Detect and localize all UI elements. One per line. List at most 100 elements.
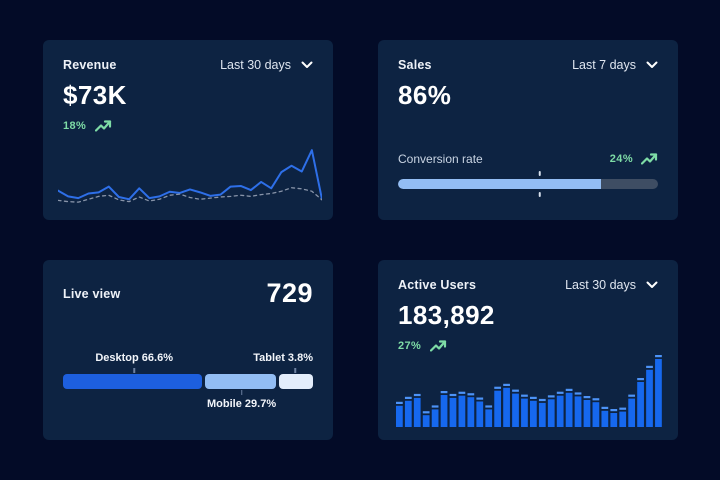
bar-cap (431, 405, 439, 408)
bar (646, 369, 653, 427)
revenue-line-chart (58, 141, 322, 207)
bar (494, 390, 502, 427)
bar-cap (592, 398, 600, 401)
bar (458, 395, 466, 427)
bar (422, 415, 430, 427)
bar-cap (655, 355, 662, 358)
bar-cap (538, 398, 546, 402)
bar (565, 392, 573, 427)
bar (503, 387, 510, 427)
active-users-period-label: Last 30 days (565, 278, 636, 292)
bar-cap (396, 401, 403, 404)
bar-cap (547, 395, 555, 398)
bar-cap (628, 394, 636, 397)
active-users-card-header: Active Users Last 30 days (398, 278, 658, 292)
bar (610, 413, 618, 427)
sales-title: Sales (398, 58, 432, 72)
bar (547, 399, 555, 427)
live-view-header: Live view 729 (63, 278, 313, 309)
bar (556, 395, 564, 427)
bar (601, 410, 609, 427)
live-view-title: Live view (63, 286, 121, 301)
active-users-delta-label: 27% (398, 340, 422, 353)
chevron-down-icon (646, 61, 658, 68)
bar-cap (404, 396, 412, 399)
bar-cap (619, 407, 627, 410)
sales-period-label: Last 7 days (572, 58, 636, 72)
bar (476, 401, 484, 427)
bar-cap (449, 393, 457, 397)
device-segment-desktop (63, 374, 202, 389)
revenue-series-previous (58, 188, 322, 202)
active-users-title: Active Users (398, 278, 477, 292)
live-view-chart: Desktop 66.6% Tablet 3.8% Mobile 29.7% (63, 352, 313, 410)
trend-up-icon (95, 120, 112, 132)
bar (431, 409, 439, 427)
bar-cap (485, 405, 493, 408)
live-view-card: Live view 729 Desktop 66.6% Tablet 3.8% M… (43, 260, 333, 440)
revenue-period-label: Last 30 days (220, 58, 291, 72)
device-label-mobile: Mobile 29.7% (207, 398, 277, 410)
bar (637, 382, 644, 427)
revenue-delta-label: 18% (63, 120, 87, 133)
bar (440, 395, 448, 427)
conversion-rate-row: Conversion rate 24% (398, 152, 658, 166)
bar-cap (440, 391, 448, 394)
bar (574, 396, 582, 427)
sales-period-selector[interactable]: Last 7 days (572, 58, 658, 72)
device-labels-bottom: Mobile 29.7% (63, 396, 313, 410)
conversion-progress-bar (398, 179, 658, 189)
device-ticks-bottom (63, 389, 313, 396)
bar (404, 400, 412, 427)
bar-cap (601, 406, 609, 409)
bar-cap (565, 388, 573, 391)
device-label-desktop: Desktop 66.6% (95, 352, 173, 364)
device-segment-tablet (278, 374, 313, 389)
bar (538, 402, 546, 427)
bar-cap (476, 397, 484, 400)
revenue-title: Revenue (63, 58, 117, 72)
revenue-card-header: Revenue Last 30 days (63, 58, 313, 72)
active-users-bar-chart (396, 355, 662, 427)
bar (592, 402, 600, 427)
bar (512, 393, 519, 427)
trend-up-icon (641, 153, 658, 165)
bar-cap (574, 392, 582, 395)
revenue-series-current (58, 150, 322, 199)
bar (530, 400, 537, 427)
device-segment-mobile (204, 374, 276, 389)
device-tick-desktop (133, 368, 135, 373)
bar-cap (422, 411, 430, 414)
conversion-rate-label: Conversion rate (398, 152, 483, 166)
sales-card: Sales Last 7 days 86% Conversion rate 24… (378, 40, 678, 220)
bar (619, 411, 627, 427)
bar (655, 359, 662, 427)
conversion-progress (398, 171, 658, 197)
bar-cap (413, 393, 421, 397)
bar (583, 400, 591, 427)
bar (449, 397, 457, 427)
trend-up-icon (430, 340, 447, 352)
active-users-value: 183,892 (398, 300, 495, 330)
device-label-tablet: Tablet 3.8% (253, 352, 313, 364)
revenue-period-selector[interactable]: Last 30 days (220, 58, 313, 72)
bar-cap (610, 409, 618, 412)
bar-cap (530, 396, 537, 399)
revenue-card: Revenue Last 30 days $73K 18% (43, 40, 333, 220)
bar (485, 409, 493, 427)
device-bar (63, 374, 313, 389)
sales-card-header: Sales Last 7 days (398, 58, 658, 72)
bar-cap (512, 389, 519, 392)
device-ticks-top (63, 367, 313, 374)
bar-cap (583, 396, 591, 399)
bar-cap (646, 365, 653, 368)
revenue-value: $73K (63, 80, 127, 110)
bar (628, 398, 636, 427)
active-users-period-selector[interactable]: Last 30 days (565, 278, 658, 292)
bar (396, 405, 403, 427)
progress-marker-tick (538, 171, 541, 176)
active-users-card: Active Users Last 30 days 183,892 27% (378, 260, 678, 440)
progress-fill (398, 179, 601, 189)
chevron-down-icon (301, 61, 313, 68)
bar (521, 398, 528, 427)
